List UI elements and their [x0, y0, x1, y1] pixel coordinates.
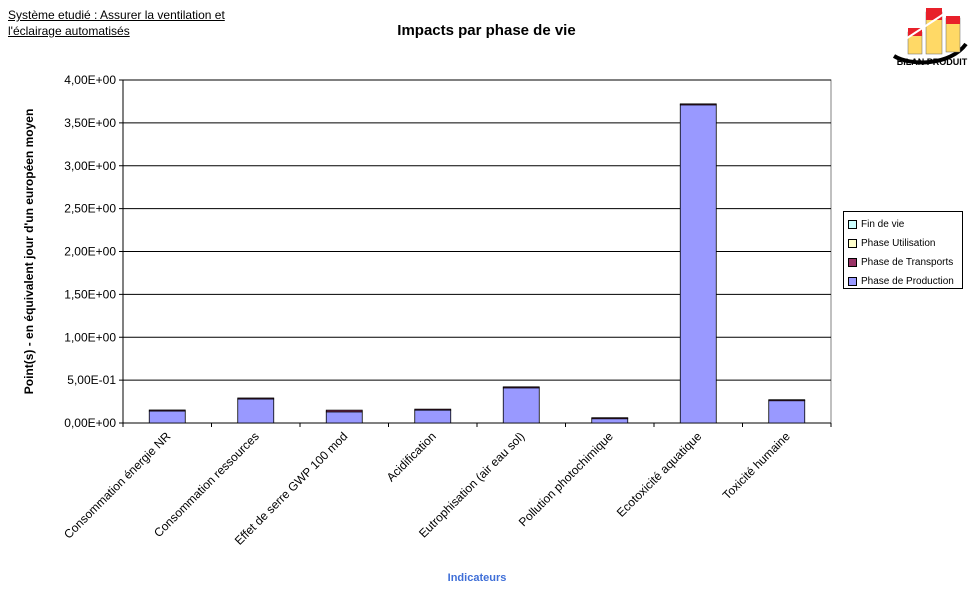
legend-item: Fin de vie [848, 215, 958, 234]
x-axis-label: Indicateurs [448, 572, 507, 584]
y-tick-label: 2,50E+00 [64, 202, 116, 216]
y-tick-label: 2,00E+00 [64, 245, 116, 259]
bar-segment [679, 103, 717, 106]
legend-swatch [848, 239, 857, 248]
y-tick-label: 0,00E+00 [64, 416, 116, 430]
x-tick-label: Pollution photochimique [516, 429, 616, 529]
x-tick-label: Acidification [384, 429, 439, 484]
legend-item: Phase de Production [848, 272, 958, 291]
bar-segment [591, 418, 629, 424]
bar-segment [414, 409, 452, 424]
y-axis-label: Point(s) - en équivalent jour d'un europ… [22, 109, 36, 395]
bar-segment [768, 400, 806, 424]
subtitle-line-1: Système etudié : Assurer la ventilation … [8, 8, 225, 22]
legend-swatch [848, 277, 857, 286]
y-tick-label: 4,00E+00 [64, 73, 116, 87]
bar-segment [237, 397, 275, 400]
y-tick-label: 1,50E+00 [64, 287, 116, 301]
bar-segment [237, 398, 275, 424]
y-tick-label: 3,00E+00 [64, 159, 116, 173]
bar-segment [502, 386, 540, 389]
bar-segment [591, 417, 629, 420]
bar-segment [502, 387, 540, 424]
x-tick-label: Ecotoxicité aquatique [614, 429, 705, 520]
bar-segment [768, 399, 806, 402]
legend-label: Phase de Production [861, 276, 954, 287]
chart-legend: Fin de vie Phase Utilisation Phase de Tran… [843, 211, 963, 289]
legend-swatch [848, 258, 857, 267]
system-subtitle: Système etudié : Assurer la ventilation … [8, 7, 268, 39]
legend-item: Phase Utilisation [848, 234, 958, 253]
legend-label: Phase Utilisation [861, 238, 936, 249]
legend-swatch [848, 220, 857, 229]
bar-segment [414, 408, 452, 411]
legend-label: Fin de vie [861, 219, 905, 230]
legend-item: Phase de Transports [848, 253, 958, 272]
y-tick-label: 1,00E+00 [64, 330, 116, 344]
bar-chart-logo-icon [892, 8, 968, 65]
y-tick-label: 3,50E+00 [64, 116, 116, 130]
bar-segment [325, 409, 363, 413]
legend-label: Phase de Transports [861, 257, 954, 268]
x-tick-label: Eutrophisation (air eau sol) [416, 429, 527, 540]
chart-title: Impacts par phase de vie [397, 22, 576, 39]
bar-segment [148, 410, 186, 424]
subtitle-line-2: l'éclairage automatisés [8, 24, 130, 38]
logo-label: BILAN PRODUIT [896, 57, 968, 67]
bar-segment [148, 409, 186, 412]
x-tick-label: Toxicité humaine [720, 429, 793, 502]
bar-segment [679, 104, 717, 424]
y-tick-label: 5,00E-01 [67, 373, 116, 387]
bar-segment [325, 411, 363, 424]
